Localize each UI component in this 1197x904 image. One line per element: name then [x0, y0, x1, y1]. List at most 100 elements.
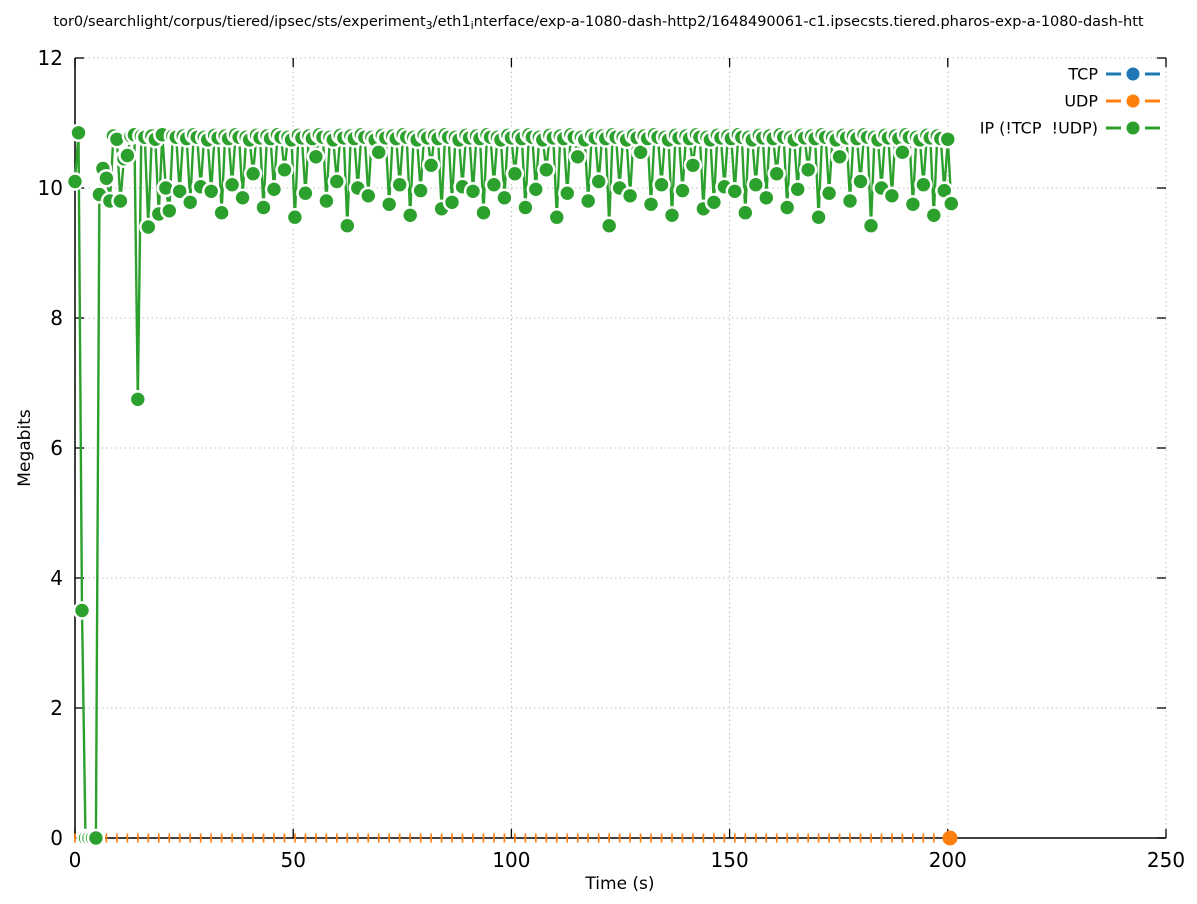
ip-point-marker	[113, 194, 128, 208]
ip-point-marker	[770, 167, 784, 181]
ip-point-marker	[75, 603, 89, 618]
ip-point-marker	[571, 150, 585, 164]
ip-point-marker	[592, 174, 606, 189]
ip-point-marker	[298, 186, 313, 200]
ip-point-marker	[183, 195, 197, 209]
y-tick-label: 10	[38, 176, 63, 200]
ip-point-marker	[550, 210, 564, 224]
ip-point-marker	[319, 194, 334, 208]
ip-point-marker	[539, 163, 553, 177]
chart-title-part: tor0/searchlight/corpus/tiered/ipsec/sts…	[53, 14, 426, 30]
ip-point-marker	[267, 182, 281, 196]
ip-point-marker	[581, 194, 595, 208]
ip-point-marker	[853, 174, 868, 189]
legend-samples	[1106, 67, 1160, 135]
y-tick-label: 8	[50, 306, 63, 330]
y-tick-label: 2	[50, 696, 63, 720]
ip-point-marker	[941, 132, 955, 146]
ip-point-marker	[225, 178, 239, 192]
tick-labels: 0 50 100 150 200 250 0 2 4 6 8 10 12	[38, 46, 1186, 872]
ip-point-marker	[906, 197, 920, 211]
ip-point-marker	[707, 195, 721, 209]
ip-point-marker	[99, 171, 114, 185]
ip-point-marker	[885, 189, 899, 203]
legend-sample-point	[1126, 94, 1140, 108]
ip-point-marker	[780, 200, 794, 215]
ip-point-marker	[330, 174, 344, 189]
ip-point-marker	[68, 174, 82, 189]
ip-point-marker	[623, 189, 637, 203]
ip-point-marker	[120, 148, 135, 163]
ip-point-marker	[895, 145, 910, 159]
ip-point-marker	[822, 186, 836, 200]
ip-point-marker	[445, 195, 459, 209]
ip-point-marker	[288, 210, 302, 224]
ip-point-marker	[644, 197, 658, 211]
chart-title-part: /eth1	[432, 14, 471, 30]
ip-point-marker	[654, 178, 669, 192]
ip-point-marker	[413, 183, 428, 198]
ip-point-marker	[476, 206, 491, 220]
ip-point-marker	[393, 178, 407, 192]
ip-point-marker	[675, 183, 690, 198]
x-axis-label: Time (s)	[584, 874, 654, 894]
legend-label-ip: IP (!TCP !UDP)	[980, 119, 1098, 138]
ip-point-marker	[131, 392, 145, 406]
ip-point-marker	[560, 186, 574, 200]
y-axis-label: Megabits	[15, 409, 35, 487]
ip-point-marker	[916, 178, 931, 192]
ip-series-line	[73, 132, 953, 840]
ip-point-marker	[487, 178, 501, 192]
ip-point-marker	[843, 194, 857, 208]
legend-label-tcp: TCP	[1067, 65, 1098, 84]
ip-point-marker	[728, 184, 742, 198]
ip-point-marker	[927, 208, 941, 222]
ip-point-marker	[791, 182, 805, 196]
ip-point-marker	[403, 208, 417, 222]
ip-point-marker	[497, 191, 512, 205]
ip-point-marker	[372, 145, 386, 159]
y-tick-label: 6	[50, 436, 63, 460]
ip-point-marker	[159, 181, 173, 195]
ip-point-marker	[256, 200, 271, 215]
ip-point-marker	[340, 219, 354, 233]
legend-sample-point	[1126, 121, 1140, 135]
ip-point-marker	[518, 200, 533, 215]
ip-point-marker	[162, 204, 176, 218]
ip-point-marker	[246, 167, 260, 181]
ip-point-marker	[832, 150, 847, 164]
ip-point-marker	[749, 178, 763, 192]
ip-point-marker	[89, 831, 103, 845]
x-tick-label: 0	[69, 848, 82, 872]
y-tick-label: 4	[50, 566, 63, 590]
ip-point-marker	[665, 208, 679, 222]
ip-point-marker	[738, 206, 752, 220]
x-tick-label: 200	[929, 848, 967, 872]
ip-point-marker	[235, 191, 250, 205]
ip-point-marker	[424, 158, 438, 172]
ip-point-marker	[361, 189, 375, 203]
y-tick-label: 0	[50, 826, 63, 850]
ip-point-marker	[937, 183, 951, 198]
chart-title-subscript: i	[470, 19, 474, 32]
ip-point-marker	[944, 196, 958, 211]
ip-point-marker	[214, 206, 229, 220]
ip-point-marker	[508, 167, 522, 181]
chart-title-subscript: 3	[425, 19, 433, 32]
ip-point-marker	[864, 219, 878, 233]
ip-point-marker	[529, 182, 543, 196]
chart-title: tor0/searchlight/corpus/tiered/ipsec/sts…	[53, 14, 1143, 32]
ip-point-marker	[204, 184, 218, 198]
x-tick-label: 100	[492, 848, 530, 872]
ip-point-marker	[466, 184, 480, 198]
ip-point-marker	[602, 219, 616, 233]
legend: TCP UDP IP (!TCP !UDP)	[980, 65, 1160, 138]
ip-point-marker	[141, 220, 155, 234]
legend-label-udp: UDP	[1064, 92, 1098, 111]
ip-point-marker	[759, 191, 773, 205]
x-tick-label: 150	[711, 848, 749, 872]
ip-point-marker	[686, 158, 700, 172]
ip-point-marker	[309, 150, 323, 164]
